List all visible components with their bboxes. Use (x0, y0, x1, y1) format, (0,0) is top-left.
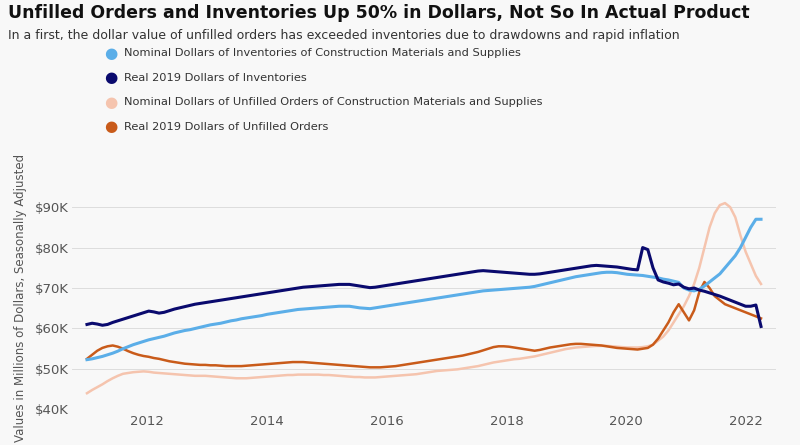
Y-axis label: Values in Millions of Dollars, Seasonally Adjusted: Values in Millions of Dollars, Seasonall… (14, 154, 27, 442)
Text: ●: ● (104, 119, 118, 134)
Text: Real 2019 Dollars of Inventories: Real 2019 Dollars of Inventories (124, 73, 306, 83)
Text: Nominal Dollars of Inventories of Construction Materials and Supplies: Nominal Dollars of Inventories of Constr… (124, 49, 521, 58)
Text: Unfilled Orders and Inventories Up 50% in Dollars, Not So In Actual Product: Unfilled Orders and Inventories Up 50% i… (8, 4, 750, 22)
Text: Nominal Dollars of Unfilled Orders of Construction Materials and Supplies: Nominal Dollars of Unfilled Orders of Co… (124, 97, 542, 107)
Text: ●: ● (104, 70, 118, 85)
Text: Real 2019 Dollars of Unfilled Orders: Real 2019 Dollars of Unfilled Orders (124, 122, 328, 132)
Text: In a first, the dollar value of unfilled orders has exceeded inventories due to : In a first, the dollar value of unfilled… (8, 29, 680, 42)
Text: ●: ● (104, 95, 118, 110)
Text: ●: ● (104, 46, 118, 61)
